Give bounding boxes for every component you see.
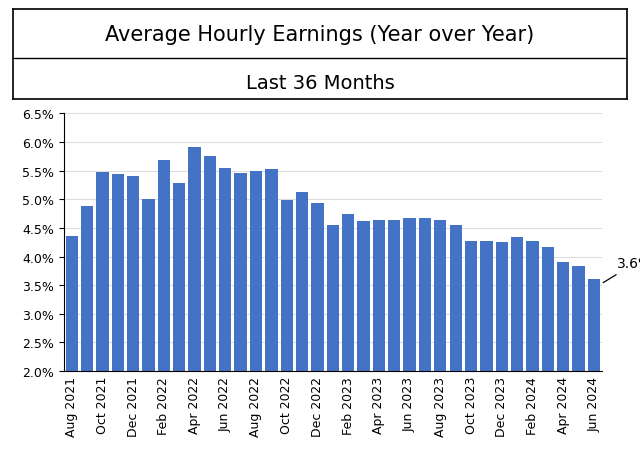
Bar xyxy=(157,161,170,476)
Bar xyxy=(65,237,78,476)
Bar xyxy=(342,215,355,476)
Bar xyxy=(495,242,508,476)
Bar xyxy=(526,242,539,476)
Bar xyxy=(357,222,370,476)
Bar xyxy=(511,237,524,476)
Bar xyxy=(434,220,447,476)
Bar xyxy=(465,242,477,476)
Bar xyxy=(296,193,308,476)
Bar xyxy=(219,169,232,476)
Bar xyxy=(265,169,278,476)
Bar xyxy=(480,242,493,476)
Bar xyxy=(572,266,585,476)
Bar xyxy=(111,174,124,476)
Bar xyxy=(449,225,462,476)
Bar xyxy=(204,157,216,476)
Bar xyxy=(188,148,201,476)
Bar xyxy=(311,204,324,476)
Bar xyxy=(388,220,401,476)
Bar xyxy=(419,219,431,476)
Text: 3.6%: 3.6% xyxy=(604,257,640,283)
Text: Last 36 Months: Last 36 Months xyxy=(246,74,394,93)
Bar xyxy=(250,172,262,476)
Bar xyxy=(403,219,416,476)
Bar xyxy=(234,174,247,476)
Bar xyxy=(588,280,600,476)
Bar xyxy=(280,201,293,476)
Bar xyxy=(142,199,155,476)
Text: Average Hourly Earnings (Year over Year): Average Hourly Earnings (Year over Year) xyxy=(106,25,534,45)
Bar xyxy=(173,184,186,476)
Bar xyxy=(96,173,109,476)
Bar xyxy=(326,226,339,476)
Bar xyxy=(541,248,554,476)
Bar xyxy=(557,262,570,476)
Bar xyxy=(372,220,385,476)
Bar xyxy=(81,207,93,476)
Bar xyxy=(127,177,140,476)
